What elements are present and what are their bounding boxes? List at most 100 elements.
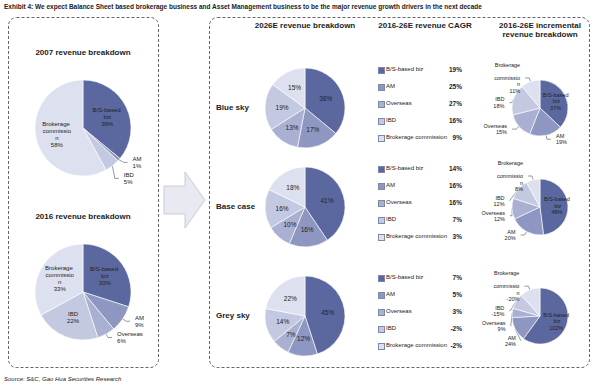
html-text:3%: 3% <box>452 308 462 315</box>
svg-text:B/S-based: B/S-based <box>544 196 570 202</box>
svg-text:18%: 18% <box>286 184 299 191</box>
svg-text:14%: 14% <box>276 318 289 325</box>
svg-text:16%: 16% <box>276 205 289 212</box>
svg-text:Brokerage: Brokerage <box>494 270 519 276</box>
svg-text:commissio: commissio <box>43 128 72 134</box>
svg-text:12%: 12% <box>494 201 505 207</box>
html-text:5%: 5% <box>452 291 462 298</box>
html-text:7%: 7% <box>452 216 462 223</box>
svg-text:B/S-based: B/S-based <box>543 312 569 318</box>
svg-text:-20%: -20% <box>507 296 520 302</box>
svg-text:n: n <box>516 290 519 296</box>
svg-text:biz: biz <box>551 98 560 104</box>
svg-text:17%: 17% <box>306 126 319 133</box>
svg-text:AM: AM <box>507 229 516 235</box>
svg-text:B/S-based: B/S-based <box>543 92 569 98</box>
svg-text:1%: 1% <box>133 163 142 169</box>
svg-text:Overseas: Overseas <box>117 331 143 337</box>
html-text:2016-26E incremental revenue b: 2016-26E incremental revenue breakdown <box>499 21 581 40</box>
svg-text:45%: 45% <box>321 309 334 316</box>
svg-text:48%: 48% <box>551 209 562 215</box>
svg-text:10%: 10% <box>283 221 296 228</box>
svg-text:12%: 12% <box>494 216 505 222</box>
html-text:14%: 14% <box>449 165 462 172</box>
html-text:19%: 19% <box>449 66 462 73</box>
svg-text:n: n <box>520 180 523 186</box>
svg-text:13%: 13% <box>286 124 299 131</box>
svg-text:-15%: -15% <box>491 311 504 317</box>
svg-text:24%: 24% <box>505 341 516 347</box>
svg-text:11%: 11% <box>510 88 521 94</box>
svg-text:58%: 58% <box>51 142 64 148</box>
svg-text:Brokerage: Brokerage <box>495 62 520 68</box>
svg-text:biz: biz <box>553 203 562 209</box>
svg-text:15%: 15% <box>288 84 301 91</box>
html-text:16%: 16% <box>449 117 462 124</box>
svg-text:AM: AM <box>135 315 144 321</box>
html-text:3%: 3% <box>452 233 462 240</box>
html-text:9%: 9% <box>452 134 462 141</box>
svg-text:commissio: commissio <box>493 283 519 289</box>
svg-text:AM: AM <box>556 133 565 139</box>
html-text:2016-26E revenue CAGR: 2016-26E revenue CAGR <box>378 21 472 30</box>
svg-text:B/S-based: B/S-based <box>90 266 120 272</box>
svg-text:commissio: commissio <box>46 272 75 278</box>
svg-text:IBD: IBD <box>495 96 504 102</box>
html-text:7%: 7% <box>452 274 462 281</box>
svg-text:33%: 33% <box>54 286 67 292</box>
svg-text:102%: 102% <box>549 325 563 331</box>
svg-text:IBD: IBD <box>68 311 79 317</box>
svg-text:IBD: IBD <box>495 195 504 201</box>
html-text:2026E revenue breakdown: 2026E revenue breakdown <box>254 21 356 30</box>
html-text:Base case: Base case <box>216 202 256 211</box>
svg-text:22%: 22% <box>67 318 80 324</box>
html-text:Exhibit 4: We expect Balance S: Exhibit 4: We expect Balance Sheet based… <box>4 3 482 10</box>
svg-text:9%: 9% <box>498 326 506 332</box>
svg-text:36%: 36% <box>101 121 114 127</box>
svg-text:n: n <box>58 279 61 285</box>
svg-text:15%: 15% <box>496 129 507 135</box>
svg-text:7%: 7% <box>286 331 296 338</box>
svg-text:biz: biz <box>552 318 561 324</box>
svg-text:19%: 19% <box>276 104 289 111</box>
svg-text:biz: biz <box>104 114 112 120</box>
svg-text:16%: 16% <box>301 226 314 233</box>
svg-text:22%: 22% <box>284 295 297 302</box>
html-text:16%: 16% <box>449 182 462 189</box>
svg-text:6%: 6% <box>117 338 126 344</box>
svg-text:Overseas: Overseas <box>481 210 505 216</box>
svg-text:5%: 5% <box>124 179 133 185</box>
svg-text:biz: biz <box>101 273 109 279</box>
svg-text:commissio: commissio <box>497 173 523 179</box>
html-text:25%: 25% <box>449 83 462 90</box>
svg-text:18%: 18% <box>493 103 504 109</box>
html-text:2016 revenue breakdown: 2016 revenue breakdown <box>35 212 131 221</box>
svg-text:20%: 20% <box>505 235 516 241</box>
html-text:2007 revenue breakdown: 2007 revenue breakdown <box>35 48 131 57</box>
html-text:Grey sky: Grey sky <box>216 311 250 320</box>
svg-text:AM: AM <box>133 156 142 162</box>
svg-text:12%: 12% <box>297 335 310 342</box>
svg-text:36%: 36% <box>319 95 332 102</box>
svg-text:8%: 8% <box>515 186 523 192</box>
html-text:27%: 27% <box>449 100 462 107</box>
svg-text:37%: 37% <box>550 105 561 111</box>
svg-text:IBD: IBD <box>124 172 135 178</box>
svg-text:IBD: IBD <box>495 305 504 311</box>
svg-text:41%: 41% <box>320 197 333 204</box>
html-text:Blue sky: Blue sky <box>216 103 249 112</box>
svg-text:n: n <box>517 81 520 87</box>
svg-text:9%: 9% <box>135 322 144 328</box>
html-text:16%: 16% <box>449 199 462 206</box>
svg-text:19%: 19% <box>556 139 567 145</box>
svg-text:Overseas: Overseas <box>482 320 506 326</box>
svg-text:B/S-based: B/S-based <box>93 107 123 113</box>
svg-text:Brokerage: Brokerage <box>45 265 74 271</box>
svg-text:n: n <box>55 135 58 141</box>
svg-text:AM: AM <box>508 335 517 341</box>
svg-text:Brokerage: Brokerage <box>42 121 71 127</box>
svg-text:Brokerage: Brokerage <box>498 160 523 166</box>
svg-text:30%: 30% <box>99 280 112 286</box>
svg-text:Overseas: Overseas <box>483 123 507 129</box>
svg-text:commissio: commissio <box>494 75 520 81</box>
